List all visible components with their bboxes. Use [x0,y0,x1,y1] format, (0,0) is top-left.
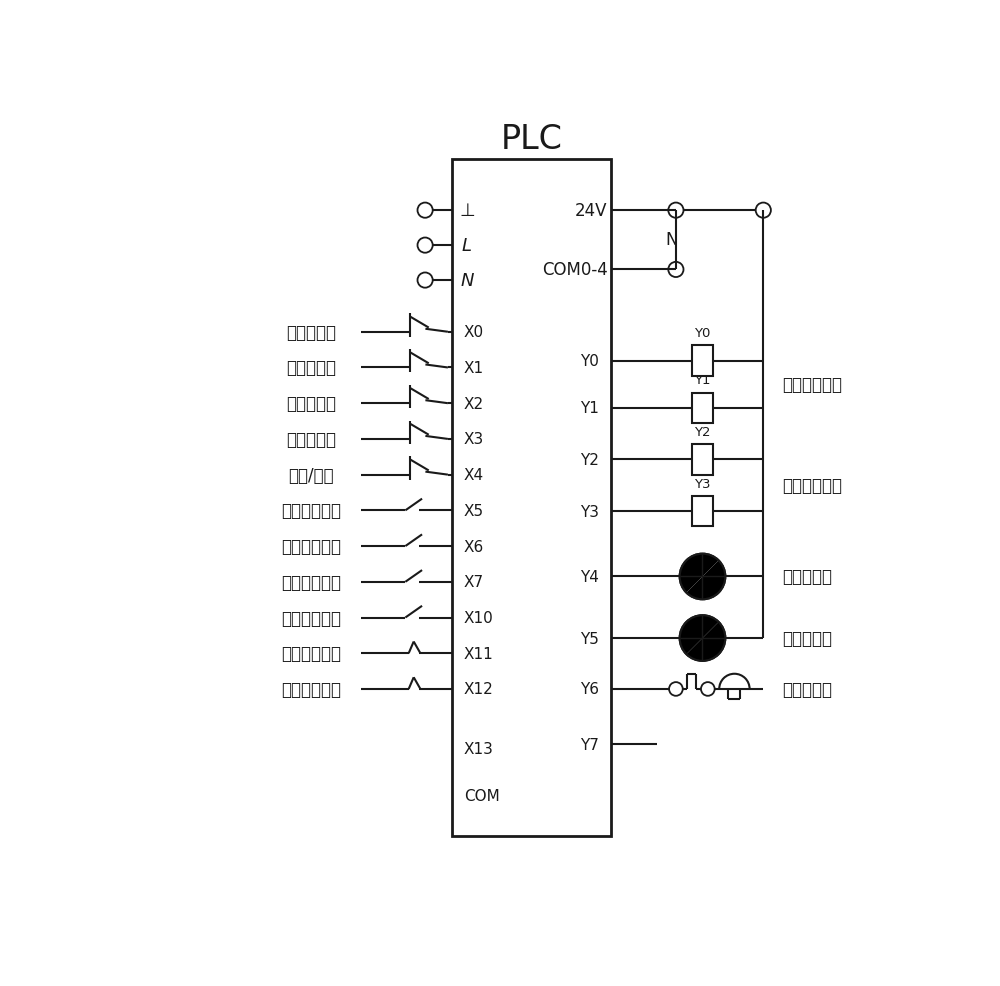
Text: X5: X5 [464,503,484,519]
Text: PLC: PLC [501,123,562,156]
Circle shape [701,682,715,696]
Text: 五次谐波信号: 五次谐波信号 [281,502,341,520]
Circle shape [418,273,433,288]
Text: 过载指示灯: 过载指示灯 [782,629,832,648]
Text: X0: X0 [464,325,484,340]
Text: X7: X7 [464,575,484,590]
Text: 七次手动合: 七次手动合 [286,394,336,413]
Circle shape [680,615,725,662]
Circle shape [756,203,771,219]
Text: X6: X6 [464,539,484,554]
Circle shape [668,203,683,219]
Text: 五次投切开关: 五次投切开关 [782,376,842,393]
Text: X13: X13 [464,741,494,756]
Text: 故障报警器: 故障报警器 [782,680,832,698]
Circle shape [418,239,433,253]
Text: 24V: 24V [575,202,607,220]
Text: Y0: Y0 [694,327,711,340]
Text: Y5: Y5 [580,631,599,646]
Circle shape [418,203,433,219]
Text: 七次断相信号: 七次断相信号 [281,609,341,627]
Text: L: L [462,237,472,254]
Text: X1: X1 [464,361,484,376]
Text: 五次断相信号: 五次断相信号 [281,573,341,592]
Text: Y1: Y1 [580,401,599,416]
Text: COM: COM [464,788,500,803]
Circle shape [680,554,725,599]
Text: ⊥: ⊥ [459,202,475,220]
Text: 七次手动断: 七次手动断 [286,431,336,449]
Text: 七次过载信号: 七次过载信号 [281,680,341,698]
Text: N: N [460,272,474,290]
Text: Y1: Y1 [694,374,711,387]
Bar [692,393,713,424]
Text: Y2: Y2 [694,426,711,439]
Wedge shape [686,622,725,662]
Bar [692,346,713,377]
Text: X2: X2 [464,396,484,411]
Text: X4: X4 [464,467,484,482]
Text: 缺相指示灯: 缺相指示灯 [782,568,832,586]
Text: COM0-4: COM0-4 [542,261,607,279]
Text: Y0: Y0 [580,354,599,369]
Text: 自动/手动: 自动/手动 [288,466,334,484]
Circle shape [669,682,683,696]
Bar [692,445,713,475]
Text: Y3: Y3 [694,477,711,490]
Text: X11: X11 [464,646,494,661]
Text: 五次手动断: 五次手动断 [286,359,336,377]
Text: 五次过载信号: 五次过载信号 [281,645,341,663]
Bar [692,496,713,527]
Text: X10: X10 [464,610,494,625]
Bar [452,160,611,836]
Text: N: N [666,231,678,248]
Text: Y6: Y6 [580,681,599,697]
Text: Y4: Y4 [580,569,599,585]
Text: Y7: Y7 [580,738,599,752]
Text: 五次手动合: 五次手动合 [286,323,336,341]
Text: Y2: Y2 [580,453,599,467]
Text: Y3: Y3 [580,504,599,519]
Text: X12: X12 [464,681,494,697]
Text: 七次谐波信号: 七次谐波信号 [281,537,341,555]
Circle shape [668,262,683,278]
Text: X3: X3 [464,432,484,447]
Wedge shape [680,615,719,655]
Wedge shape [680,554,719,593]
Text: 七次投切开关: 七次投切开关 [782,477,842,495]
Wedge shape [686,561,725,599]
